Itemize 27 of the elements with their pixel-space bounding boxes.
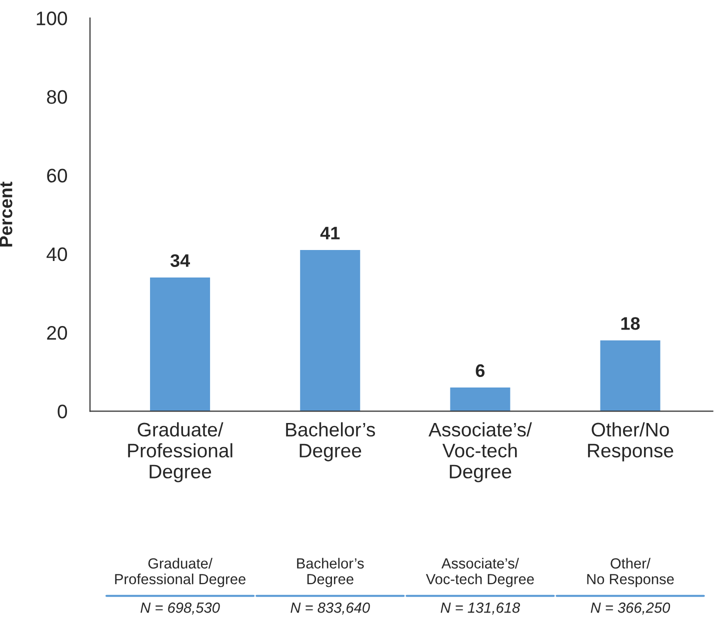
text: N = 131,618: [440, 602, 520, 615]
text: N = 833,640: [290, 602, 370, 615]
data-label: 34: [170, 254, 190, 267]
y-tick-label: 40: [46, 247, 68, 262]
y-tick-label: 60: [47, 168, 68, 183]
x-tick-label: Associate’s/ Voc-tech Degree: [428, 422, 532, 482]
text: Graduate/ Professional Degree: [115, 558, 246, 588]
bar: [600, 340, 660, 412]
x-tick-label: Graduate/ Professional Degree: [128, 422, 232, 482]
bar: [150, 277, 210, 412]
y-tick-label: 100: [36, 12, 68, 26]
data-label: 6: [476, 364, 485, 378]
text: Bachelor’s Degree: [297, 558, 364, 588]
y-axis-title: Percent: [0, 182, 12, 246]
y-tick-label: 20: [47, 326, 68, 340]
text: Other/ No Response: [587, 558, 674, 588]
data-label: 18: [621, 317, 640, 330]
x-tick-label: Other/No Response: [588, 422, 674, 462]
text: N = 366,250: [590, 602, 670, 615]
data-label: 41: [320, 226, 340, 240]
x-tick-label: Bachelor’s Degree: [286, 422, 376, 462]
text: Associate’s/ Voc-tech Degree: [426, 558, 534, 588]
y-tick-label: 0: [58, 404, 68, 418]
y-tick-label: 80: [46, 90, 68, 104]
bar: [450, 388, 510, 412]
text: N = 698,530: [140, 602, 220, 615]
bar: [300, 250, 360, 412]
